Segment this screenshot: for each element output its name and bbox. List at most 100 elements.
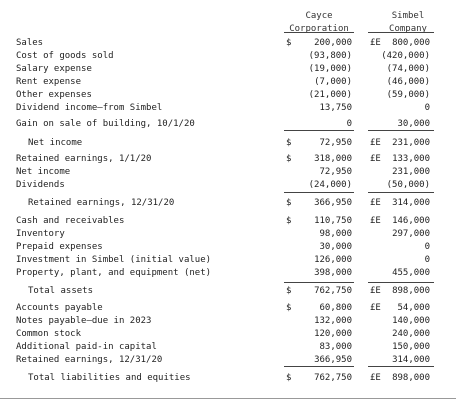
subtotal-rule: [284, 130, 354, 131]
table-bottom-border: [0, 398, 456, 399]
simbel-value: 314,000: [392, 198, 430, 208]
simbel-value: 898,000: [392, 373, 430, 383]
table-row: Retained earnings, 12/31/20 366,950 314,00…: [0, 354, 456, 367]
subtotal-rule: [368, 130, 434, 131]
row-label: Cash and receivables: [16, 216, 125, 226]
row-label: Retained earnings, 12/31/20: [16, 355, 163, 365]
subtotal-rule: [368, 192, 434, 193]
cayce-value: 60,800: [319, 303, 352, 313]
table-row: Rent expense (7,000) (46,000): [0, 76, 456, 89]
simbel-value: 150,000: [392, 342, 430, 352]
simbel-value: 140,000: [392, 316, 430, 326]
cayce-value: 398,000: [314, 268, 352, 278]
currency-symbol: $: [286, 138, 292, 148]
table-row: Additional paid-in capital 83,000 150,000: [0, 341, 456, 354]
row-label: Total assets: [28, 286, 94, 296]
simbel-value: 0: [424, 242, 430, 252]
subtotal-rule: [284, 366, 354, 367]
cayce-value: 762,750: [314, 373, 352, 383]
table-row: Prepaid expenses 30,000 0: [0, 241, 456, 254]
cayce-value: 318,000: [314, 154, 352, 164]
row-label: Cost of goods sold: [16, 51, 114, 61]
table-row: Investment in Simbel (initial value) 126,…: [0, 254, 456, 267]
currency-symbol: £E: [370, 303, 381, 313]
currency-symbol: $: [286, 198, 292, 208]
subtotal-rule: [368, 366, 434, 367]
currency-symbol: £E: [370, 154, 381, 164]
row-label: Total liabilities and equities: [28, 373, 191, 383]
table-row: Sales $200,000 £E 800,000: [0, 37, 456, 50]
row-label: Common stock: [16, 329, 82, 339]
simbel-value: 898,000: [392, 286, 430, 296]
cayce-value: (21,000): [308, 90, 352, 100]
table-row: Property, plant, and equipment (net) 398,…: [0, 267, 456, 280]
row-label: Sales: [16, 38, 44, 48]
simbel-value: 455,000: [392, 268, 430, 278]
table-row: Net income $72,950 £E 231,000: [0, 137, 456, 150]
cayce-value: 83,000: [319, 342, 352, 352]
currency-symbol: £E: [370, 198, 381, 208]
cayce-value: 72,950: [319, 138, 352, 148]
row-label: Dividend income—from Simbel: [16, 103, 163, 113]
currency-symbol: $: [286, 216, 292, 226]
simbel-value: (74,000): [386, 64, 430, 74]
currency-symbol: £E: [370, 216, 381, 226]
currency-symbol: £E: [370, 38, 381, 48]
simbel-value: 231,000: [392, 167, 430, 177]
cayce-value: 200,000: [314, 38, 352, 48]
row-label: Accounts payable: [16, 303, 103, 313]
row-label: Retained earnings, 12/31/20: [28, 198, 175, 208]
simbel-value: 297,000: [392, 229, 430, 239]
row-label: Net income: [28, 138, 83, 148]
currency-symbol: $: [286, 38, 292, 48]
currency-symbol: $: [286, 286, 292, 296]
currency-symbol: £E: [370, 286, 381, 296]
column-header-line: Corporation: [289, 24, 349, 34]
currency-symbol: $: [286, 373, 292, 383]
table-row: Dividends (24,000) (50,000): [0, 179, 456, 192]
table-row: Retained earnings, 1/1/20 $318,000 £E 133,0…: [0, 153, 456, 166]
simbel-value: (50,000): [386, 180, 430, 190]
cayce-value: 126,000: [314, 255, 352, 265]
cayce-value: 30,000: [319, 242, 352, 252]
table-row: Gain on sale of building, 10/1/20 0 30,000: [0, 118, 456, 131]
row-label: Salary expense: [16, 64, 92, 74]
currency-symbol: £E: [370, 373, 381, 383]
row-label: Rent expense: [16, 77, 82, 87]
cayce-value: 98,000: [319, 229, 352, 239]
table-row: Cash and receivables $110,750 £E 146,000: [0, 215, 456, 228]
cayce-value: 366,950: [314, 198, 352, 208]
table-row: Other expenses (21,000) (59,000): [0, 89, 456, 102]
cayce-value: 366,950: [314, 355, 352, 365]
table-row: Salary expense (19,000) (74,000): [0, 63, 456, 76]
row-label: Additional paid-in capital: [16, 342, 157, 352]
table-row: Common stock 120,000 240,000: [0, 328, 456, 341]
subtotal-rule: [368, 282, 434, 283]
simbel-value: 30,000: [397, 119, 430, 129]
row-label: Investment in Simbel (initial value): [16, 255, 212, 265]
cayce-value: 110,750: [314, 216, 352, 226]
column-header-cayce: Cayce Corporation: [280, 10, 358, 36]
header-underline: [368, 32, 434, 33]
subtotal-rule: [284, 192, 354, 193]
row-label: Inventory: [16, 229, 65, 239]
row-label: Dividends: [16, 180, 65, 190]
table-row: Inventory 98,000 297,000: [0, 228, 456, 241]
currency-symbol: $: [286, 154, 292, 164]
simbel-value: 240,000: [392, 329, 430, 339]
cayce-value: (7,000): [314, 77, 352, 87]
row-label: Net income: [16, 167, 71, 177]
row-label: Notes payable—due in 2023: [16, 316, 152, 326]
simbel-value: 54,000: [397, 303, 430, 313]
simbel-value: 146,000: [392, 216, 430, 226]
table-row: Accounts payable $60,800 £E 54,000: [0, 302, 456, 315]
table-row: Cost of goods sold (93,800) (420,000): [0, 50, 456, 63]
table-row: Notes payable—due in 2023 132,000 140,000: [0, 315, 456, 328]
header-underline: [284, 32, 354, 33]
row-label: Property, plant, and equipment (net): [16, 268, 212, 278]
simbel-value: 0: [424, 103, 430, 113]
cayce-value: 72,950: [319, 167, 352, 177]
table-row: Dividend income—from Simbel 13,750 0: [0, 102, 456, 115]
currency-symbol: $: [286, 303, 292, 313]
